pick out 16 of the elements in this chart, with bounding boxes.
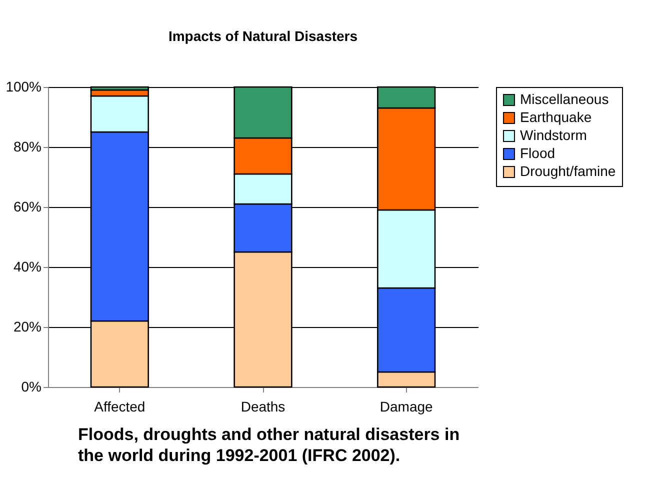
text: Floods, droughts and other natural disasters in the world during 1992-2001 (IFRC 2002). [78, 425, 460, 465]
y-tick-label: 100% [6, 78, 42, 94]
x-tick-label: Damage [380, 398, 434, 414]
legend-label: Earthquake [520, 109, 592, 125]
y-tick-label: 40% [13, 258, 42, 274]
legend-label: Drought/famine [520, 163, 616, 179]
legend-label: Windstorm [520, 127, 587, 143]
chart-title: Impacts of Natural Disasters [168, 28, 358, 44]
x-tick-label: Affected [94, 398, 146, 414]
y-tick-label: 60% [13, 198, 42, 214]
y-tick-label: 20% [13, 318, 42, 334]
y-tick-label: 80% [13, 138, 42, 154]
x-tick-label: Deaths [240, 398, 286, 414]
legend-label: Flood [520, 145, 556, 161]
y-tick-label: 0% [21, 378, 42, 394]
legend-label: Miscellaneous [520, 91, 609, 107]
